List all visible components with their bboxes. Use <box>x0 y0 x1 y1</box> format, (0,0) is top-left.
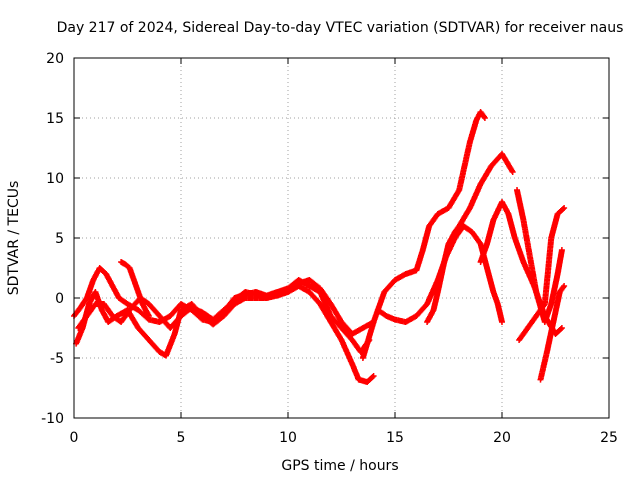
y-tick-label: 20 <box>46 51 64 67</box>
x-tick-label: 25 <box>600 430 618 446</box>
y-tick-label: 0 <box>55 291 64 307</box>
data-point-markers <box>537 283 568 383</box>
y-tick-label: 15 <box>46 111 64 127</box>
x-tick-label: 10 <box>279 430 297 446</box>
series-track-3 <box>75 277 377 337</box>
data-point-markers <box>424 151 516 325</box>
series-track-5 <box>359 109 488 361</box>
x-tick-label: 15 <box>386 430 404 446</box>
y-axis-label: SDTVAR / TECUs <box>6 181 22 296</box>
ticks: 0 5 10 15 20 25 -10 -5 0 5 10 15 20 <box>41 51 618 446</box>
series-track-10 <box>537 283 568 383</box>
data-points <box>71 109 568 385</box>
y-tick-label: -5 <box>50 351 64 367</box>
series-track-11 <box>516 205 568 343</box>
data-point-markers <box>514 187 565 325</box>
y-tick-label: -10 <box>41 411 64 427</box>
x-axis-label: GPS time / hours <box>281 458 398 474</box>
data-point-markers <box>118 259 152 319</box>
x-tick-label: 20 <box>493 430 511 446</box>
series-track-4 <box>118 259 152 319</box>
series-track-7 <box>424 151 516 325</box>
data-point-markers <box>75 277 377 337</box>
series-track-9 <box>514 187 565 325</box>
x-tick-label: 0 <box>70 430 79 446</box>
chart-title: Day 217 of 2024, Sidereal Day-to-day VTE… <box>57 20 624 36</box>
y-tick-label: 5 <box>55 231 64 247</box>
grid <box>74 58 609 418</box>
data-point-markers <box>516 205 568 343</box>
y-tick-label: 10 <box>46 171 64 187</box>
data-point-markers <box>359 109 488 361</box>
x-tick-label: 5 <box>177 430 186 446</box>
